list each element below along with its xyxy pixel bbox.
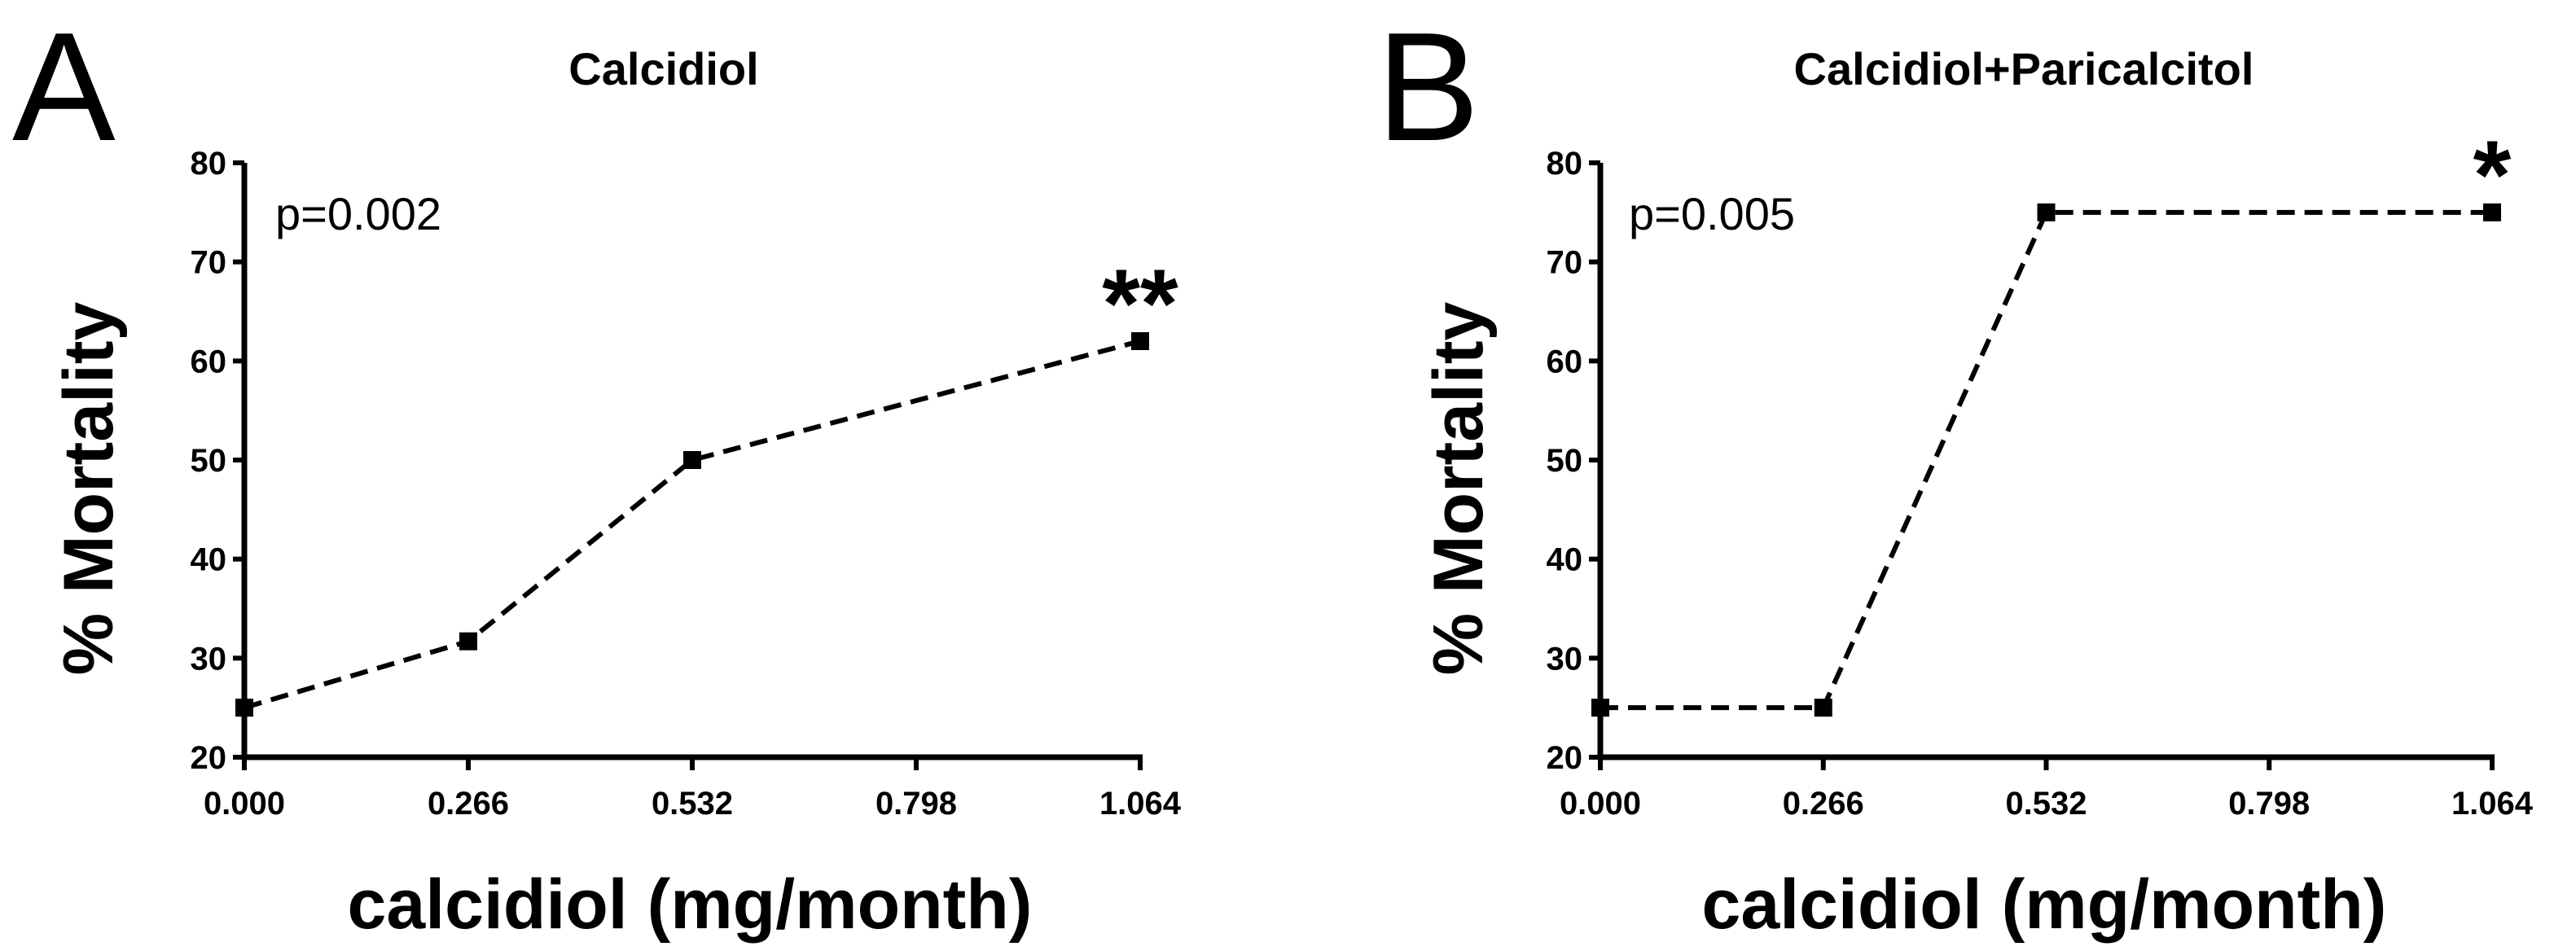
panel-a-data-point — [459, 632, 477, 651]
panel-b-x-axis-label: calcidiol (mg/month) — [1702, 866, 2387, 944]
panel-a-y-axis-label: % Mortality — [50, 301, 128, 675]
panel-b-x-tick-label: 0.000 — [1560, 786, 1641, 822]
panel-a-plot: 20 30 40 50 60 70 80 0.000 0.266 0.532 0.798 1.064 *… — [191, 146, 1182, 822]
panel-a-title: Calcidiol — [568, 43, 758, 94]
panel-b-x-tick-label: 0.798 — [2228, 786, 2310, 822]
panel-a-series-line — [244, 339, 1141, 711]
panel-b-y-tick-label: 60 — [1547, 344, 1583, 379]
panel-a-x-tick-label: 1.064 — [1099, 786, 1182, 822]
panel-b-y-tick-label: 20 — [1547, 740, 1583, 776]
panel-b-data-point — [2483, 203, 2501, 221]
panel-b-y-tick-label: 70 — [1547, 245, 1583, 281]
panel-b-title: Calcidiol+Paricalcitol — [1794, 43, 2254, 94]
panel-b: B Calcidiol+Paricalcitol p=0.005 % Morta… — [1376, 1, 2534, 944]
panel-b-data-point — [1814, 699, 1832, 717]
panel-b-p-value: p=0.005 — [1629, 188, 1795, 239]
panel-a-x-tick-label: 0.000 — [204, 786, 285, 822]
panel-b-significance-marker: * — [2473, 121, 2512, 230]
panel-b-y-tick-label: 30 — [1547, 641, 1583, 677]
panel-a-x-tick-label: 0.266 — [428, 786, 509, 822]
panel-a-data-point — [683, 451, 701, 469]
panel-a-data-point — [1131, 332, 1149, 350]
panel-a-y-tick-label: 70 — [191, 245, 227, 281]
panel-a-data-point — [235, 699, 253, 717]
panel-a-significance-marker: ** — [1102, 249, 1178, 358]
panel-b-x-tick-label: 0.266 — [1783, 786, 1864, 822]
panel-b-y-tick-label: 50 — [1547, 443, 1583, 479]
panel-b-y-axis-label: % Mortality — [1420, 301, 1498, 675]
panel-a-x-tick-label: 0.532 — [652, 786, 733, 822]
panel-a-p-value: p=0.002 — [275, 188, 441, 239]
panel-b-letter: B — [1376, 1, 1480, 173]
panel-b-data-point — [1591, 699, 1609, 717]
panel-a: A Calcidiol p=0.002 % Mortality calcidio… — [12, 1, 1182, 944]
panel-a-y-tick-label: 60 — [191, 344, 227, 379]
panel-a-y-tick-label: 50 — [191, 443, 227, 479]
panel-a-y-tick-label: 30 — [191, 641, 227, 677]
panel-b-x-tick-label: 1.064 — [2451, 786, 2534, 822]
panel-b-y-tick-label: 80 — [1547, 146, 1583, 182]
panel-a-x-tick-label: 0.798 — [875, 786, 957, 822]
panel-b-y-tick-label: 40 — [1547, 542, 1583, 578]
panel-b-x-tick-label: 0.532 — [2005, 786, 2087, 822]
panel-a-x-axis-label: calcidiol (mg/month) — [348, 866, 1033, 944]
panel-a-y-tick-label: 80 — [191, 146, 227, 182]
panel-b-plot: 20 30 40 50 60 70 80 0.000 0.266 0.532 0.798 1.064 * — [1547, 121, 2534, 822]
panel-a-y-tick-label: 40 — [191, 542, 227, 578]
panel-a-y-tick-label: 20 — [191, 740, 227, 776]
panel-b-data-point — [2037, 203, 2056, 221]
panel-a-letter: A — [12, 1, 116, 173]
panel-b-series-line — [1600, 209, 2492, 711]
